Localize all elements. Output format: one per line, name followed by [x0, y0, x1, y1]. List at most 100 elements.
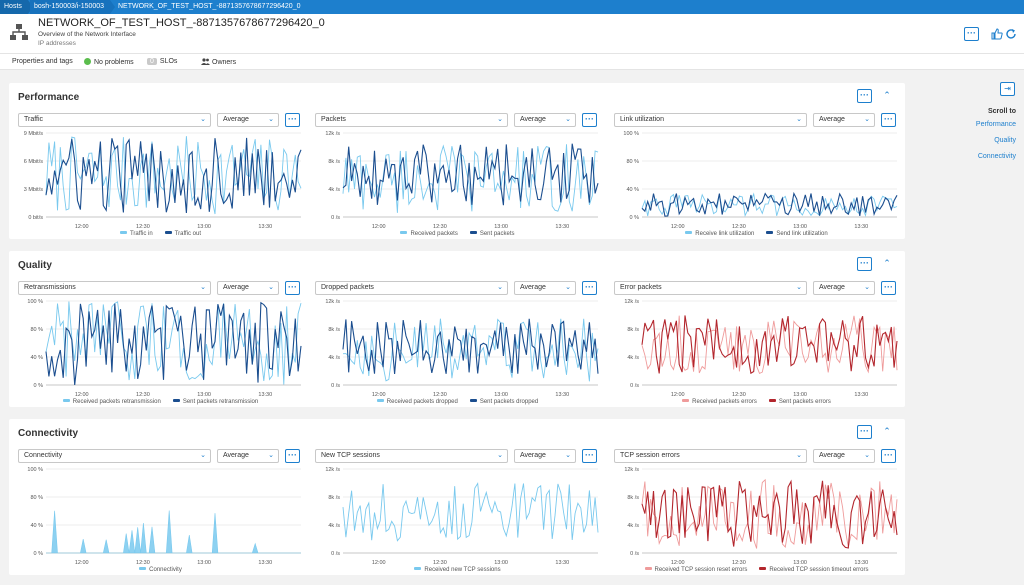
section-title: Connectivity — [18, 428, 79, 439]
x-tick-label: 13:30 — [555, 560, 569, 566]
x-tick-label: 12:00 — [75, 392, 89, 398]
problems-indicator[interactable]: No problems — [84, 58, 134, 66]
metric-select[interactable]: Packets ⌄ — [315, 113, 508, 127]
aggregation-select[interactable]: Average ⌄ — [813, 281, 875, 295]
tile-more-button[interactable]: ··· — [881, 113, 896, 127]
tile-more-button[interactable]: ··· — [285, 449, 300, 463]
slos-indicator[interactable]: 0 SLOs — [147, 58, 177, 65]
y-tick-label: 0 % — [34, 383, 44, 389]
chevron-down-icon: ⌄ — [497, 116, 503, 123]
aggregation-select[interactable]: Average ⌄ — [217, 449, 279, 463]
metric-select[interactable]: Dropped packets ⌄ — [315, 281, 508, 295]
legend-label: Sent packets dropped — [479, 399, 539, 405]
page-header: NETWORK_OF_TEST_HOST_-887135767867729642… — [0, 14, 1024, 54]
legend-item[interactable]: Received TCP session reset errors — [644, 567, 747, 573]
chart-legend: Received TCP session reset errors Receive… — [614, 567, 899, 573]
metric-select[interactable]: New TCP sessions ⌄ — [315, 449, 508, 463]
legend-swatch-icon — [164, 231, 172, 234]
section-more-button[interactable]: ··· — [857, 425, 872, 439]
legend-swatch-icon — [172, 399, 180, 402]
metric-select[interactable]: TCP session errors ⌄ — [614, 449, 807, 463]
breadcrumb-hosts[interactable]: Hosts — [0, 0, 28, 14]
legend-item[interactable]: Sent packets — [469, 231, 515, 237]
metric-select[interactable]: Traffic ⌄ — [18, 113, 211, 127]
chevron-down-icon: ⌄ — [497, 284, 503, 291]
chart-plot: 9 Mbit/s 6 Mbit/s 3 Mbit/s 0 bit/s 12:00 12:3… — [24, 131, 302, 230]
legend-item[interactable]: Received packets — [400, 231, 458, 237]
aggregation-select[interactable]: Average ⌄ — [514, 449, 576, 463]
scroll-to-connectivity-link[interactable]: Connectivity — [977, 153, 1016, 160]
aggregation-select[interactable]: Average ⌄ — [514, 281, 576, 295]
refresh-icon[interactable] — [1005, 28, 1017, 40]
chart-plot: 100 % 80 % 40 % 0 % 12:00 12:30 13:00 13:30 — [27, 299, 302, 398]
legend-swatch-icon — [400, 231, 408, 234]
y-tick-label: 80 % — [30, 327, 43, 333]
aggregation-select[interactable]: Average ⌄ — [813, 113, 875, 127]
chart-legend: Traffic in Traffic out — [18, 231, 303, 237]
tile-packets: Packets ⌄ Average ⌄ ··· 12k /s 8k /s 4k /s 0 /s 1… — [315, 113, 600, 241]
section-connectivity: Connectivity ··· ⌃ Connectivity ⌄ Average ⌄ ···… — [9, 419, 905, 575]
chevron-up-icon[interactable]: ⌃ — [883, 90, 891, 100]
metric-select-value: New TCP sessions — [321, 452, 380, 459]
tile-more-button[interactable]: ··· — [881, 281, 896, 295]
breadcrumb-network-interface[interactable]: NETWORK_OF_TEST_HOST_-887135767867729642… — [118, 3, 301, 10]
tile-more-button[interactable]: ··· — [582, 281, 597, 295]
legend-label: Sent packets errors — [778, 399, 831, 405]
ip-addresses-label: IP addresses — [38, 40, 76, 47]
aggregation-select[interactable]: Average ⌄ — [813, 449, 875, 463]
metric-select-value: Packets — [321, 116, 346, 123]
aggregation-select-value: Average — [223, 452, 249, 459]
collapse-panel-button[interactable]: ⇥ — [1000, 82, 1015, 96]
aggregation-select[interactable]: Average ⌄ — [514, 113, 576, 127]
legend-swatch-icon — [62, 399, 70, 402]
metric-select[interactable]: Link utilization ⌄ — [614, 113, 807, 127]
chevron-down-icon: ⌄ — [864, 284, 870, 291]
legend-item[interactable]: Sent packets retransmission — [172, 399, 259, 405]
x-tick-label: 13:00 — [197, 392, 211, 398]
legend-swatch-icon — [469, 231, 477, 234]
legend-item[interactable]: Received new TCP sessions — [414, 567, 501, 573]
legend-item[interactable]: Connectivity — [139, 567, 182, 573]
scroll-to-performance-link[interactable]: Performance — [975, 121, 1016, 128]
legend-item[interactable]: Traffic out — [164, 231, 201, 237]
chevron-up-icon[interactable]: ⌃ — [883, 258, 891, 268]
chevron-down-icon: ⌄ — [268, 116, 274, 123]
tile-more-button[interactable]: ··· — [285, 113, 300, 127]
legend-item[interactable]: Received packets dropped — [376, 399, 458, 405]
legend-item[interactable]: Received TCP session timeout errors — [759, 567, 868, 573]
legend-item[interactable]: Traffic in — [119, 231, 153, 237]
y-tick-label: 40 % — [30, 523, 43, 529]
chart-link-utilization: 100 % 80 % 40 % 0 % 12:00 12:30 13:00 13:30 — [614, 131, 899, 231]
legend-label: Connectivity — [149, 567, 182, 573]
section-more-button[interactable]: ··· — [857, 89, 872, 103]
metric-select[interactable]: Retransmissions ⌄ — [18, 281, 211, 295]
tile-more-button[interactable]: ··· — [582, 113, 597, 127]
owners-indicator[interactable]: Owners — [201, 58, 236, 66]
legend-label: Sent packets retransmission — [182, 399, 259, 405]
x-tick-label: 13:00 — [793, 560, 807, 566]
scroll-to-quality-link[interactable]: Quality — [994, 137, 1016, 144]
chevron-down-icon: ⌄ — [565, 116, 571, 123]
aggregation-select[interactable]: Average ⌄ — [217, 113, 279, 127]
tile-more-button[interactable]: ··· — [285, 281, 300, 295]
tile-more-button[interactable]: ··· — [582, 449, 597, 463]
metric-select[interactable]: Connectivity ⌄ — [18, 449, 211, 463]
x-tick-label: 12:30 — [732, 392, 746, 398]
tile-more-button[interactable]: ··· — [881, 449, 896, 463]
metric-select[interactable]: Error packets ⌄ — [614, 281, 807, 295]
section-more-button[interactable]: ··· — [857, 257, 872, 271]
properties-and-tags-link[interactable]: Properties and tags — [12, 58, 73, 65]
legend-item[interactable]: Sent packets dropped — [469, 399, 539, 405]
thumbs-up-icon[interactable] — [991, 28, 1003, 40]
legend-item[interactable]: Send link utilization — [766, 231, 828, 237]
legend-item[interactable]: Sent packets errors — [768, 399, 831, 405]
legend-item[interactable]: Received packets retransmission — [62, 399, 161, 405]
chevron-up-icon[interactable]: ⌃ — [883, 426, 891, 436]
legend-item[interactable]: Receive link utilization — [685, 231, 754, 237]
y-tick-label: 0 /s — [331, 551, 340, 557]
aggregation-select[interactable]: Average ⌄ — [217, 281, 279, 295]
y-tick-label: 80 % — [626, 159, 639, 165]
legend-item[interactable]: Received packets errors — [682, 399, 757, 405]
breadcrumb-host[interactable]: bosh-150003/i-150003 — [30, 0, 110, 14]
header-more-button[interactable]: ··· — [964, 27, 979, 41]
